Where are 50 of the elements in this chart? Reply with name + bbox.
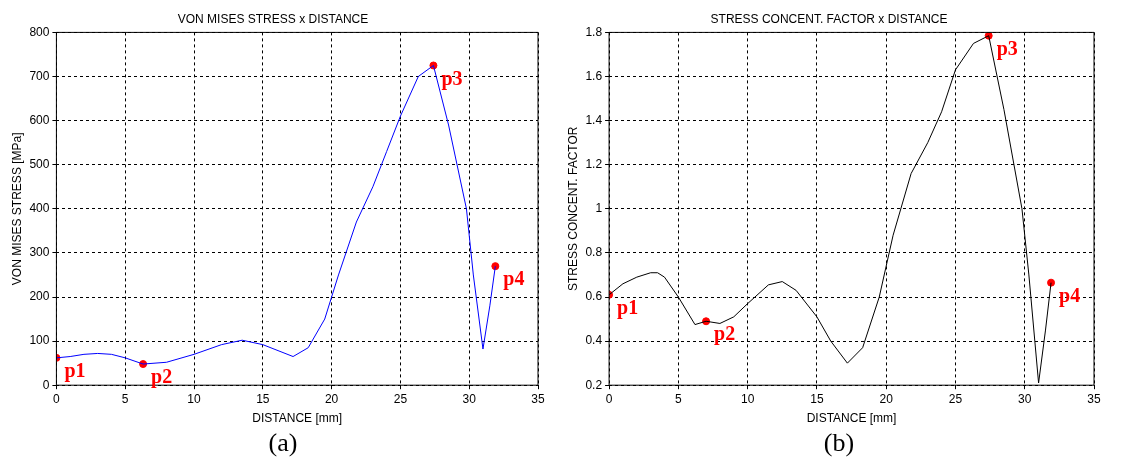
x-tick-label: 0 <box>53 391 61 406</box>
text: (a) <box>267 428 299 458</box>
x-tick-label: 35 <box>531 391 545 406</box>
x-tick-label: 20 <box>324 391 339 406</box>
x-tick-label: 25 <box>393 391 408 406</box>
x-tick-label: 35 <box>1087 391 1101 406</box>
y-axis-title: STRESS CONCENT. FACTOR <box>565 126 580 292</box>
y-tick-label: 1.2 <box>585 157 603 172</box>
y-tick-label: 100 <box>29 333 50 348</box>
x-tick-label: 20 <box>879 391 894 406</box>
y-tick-label: 1.8 <box>585 24 603 39</box>
y-tick-label: 1 <box>595 201 603 216</box>
x-tick-label: 10 <box>187 391 202 406</box>
x-tick-label: 30 <box>462 391 477 406</box>
y-tick-label: 200 <box>29 289 50 304</box>
annotation: p2 <box>714 322 736 346</box>
x-axis-title: DISTANCE [mm] <box>252 411 343 426</box>
annotation: p3 <box>441 66 463 90</box>
y-tick-label: 300 <box>29 245 50 260</box>
annotation: p3 <box>996 36 1018 60</box>
y-tick-label: 0.6 <box>585 289 603 304</box>
y-tick-label: 0.4 <box>585 333 603 348</box>
y-tick-label: 1.6 <box>585 68 603 83</box>
y-tick-label: 0 <box>42 377 50 392</box>
y-tick-label: 400 <box>29 201 50 216</box>
annotation: p4 <box>1059 283 1081 307</box>
x-tick-label: 30 <box>1018 391 1032 406</box>
y-axis-title: VON MISES STRESS [MPa] <box>9 132 24 286</box>
annotation: p1 <box>64 359 86 383</box>
x-tick-label: 15 <box>256 391 270 406</box>
x-tick-label: 15 <box>810 391 824 406</box>
y-tick-label: 500 <box>29 157 50 172</box>
x-tick-label: 10 <box>740 391 755 406</box>
y-tick-label: 600 <box>29 112 50 127</box>
x-tick-label: 5 <box>121 391 129 406</box>
x-tick-label: 0 <box>605 391 613 406</box>
x-axis-title: DISTANCE [mm] <box>806 411 897 426</box>
annotation: p2 <box>151 365 173 389</box>
y-tick-label: 700 <box>29 68 50 83</box>
y-tick-label: 1.4 <box>585 112 603 127</box>
chart-title: STRESS CONCENT. FACTOR x DISTANCE <box>710 11 948 26</box>
annotation: p1 <box>617 295 639 319</box>
x-tick-label: 25 <box>948 391 963 406</box>
text: (b) <box>822 428 856 458</box>
y-tick-label: 800 <box>29 24 50 39</box>
annotation: p4 <box>503 267 525 291</box>
y-tick-label: 0.2 <box>585 377 603 392</box>
y-tick-label: 0.8 <box>585 245 603 260</box>
x-tick-label: 5 <box>675 391 683 406</box>
chart-title: VON MISES STRESS x DISTANCE <box>177 11 369 26</box>
